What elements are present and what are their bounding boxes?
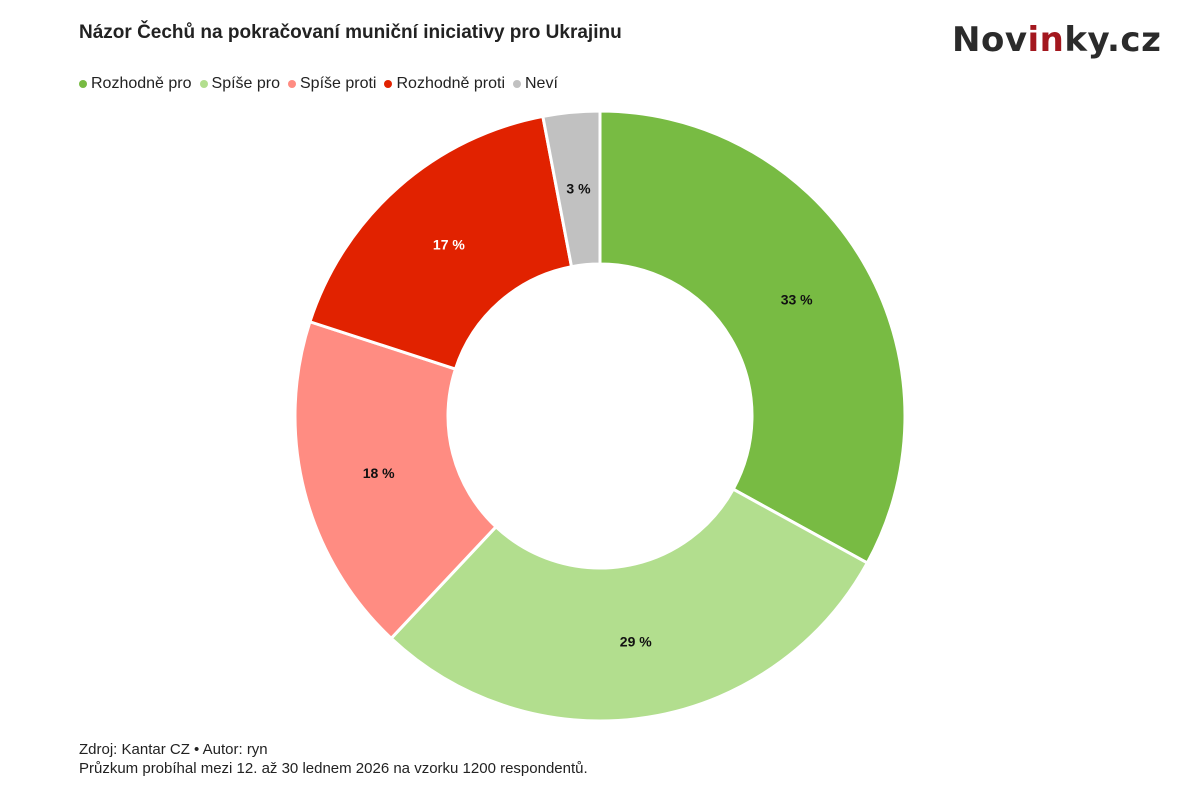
legend-dot-icon xyxy=(513,80,521,88)
source-text: Zdroj: Kantar CZ • Autor: ryn xyxy=(79,741,268,758)
legend-item[interactable]: Rozhodně proti xyxy=(384,75,505,93)
donut-slice[interactable] xyxy=(293,320,498,640)
legend-dot-icon xyxy=(384,80,393,88)
slice-data-label: 3 % xyxy=(566,181,591,197)
donut-slice[interactable] xyxy=(389,487,869,723)
legend-label: Spíše proti xyxy=(300,75,377,92)
legend-label: Spíše pro xyxy=(211,75,280,92)
legend-dot-icon xyxy=(288,80,296,88)
donut-slice[interactable] xyxy=(598,109,907,565)
logo-text-suffix: ky.cz xyxy=(1064,20,1162,60)
legend-dot-icon xyxy=(79,80,87,88)
legend-label: Rozhodně proti xyxy=(396,75,505,92)
logo-text: Nov xyxy=(952,20,1028,60)
slice-data-label: 33 % xyxy=(781,292,813,308)
legend-label: Neví xyxy=(525,75,558,92)
slice-data-label: 18 % xyxy=(363,465,395,481)
legend-label: Rozhodně pro xyxy=(91,75,192,92)
chart-title: Názor Čechů na pokračovaní muniční inici… xyxy=(79,22,622,43)
slice-data-label: 17 % xyxy=(433,237,465,253)
legend-item[interactable]: Spíše proti xyxy=(288,75,376,93)
legend-dot-icon xyxy=(199,80,208,88)
donut-slice[interactable] xyxy=(541,109,602,269)
footer: Zdroj: Kantar CZ • Autor: ryn Průzkum pr… xyxy=(79,740,588,778)
survey-note: Průzkum probíhal mezi 12. až 30 lednem 2… xyxy=(79,760,588,777)
slice-data-label: 29 % xyxy=(620,634,652,650)
logo-highlight: in xyxy=(1027,20,1065,60)
legend-item[interactable]: Neví xyxy=(513,75,558,93)
legend-item[interactable]: Rozhodně pro xyxy=(79,75,192,93)
donut-slice[interactable] xyxy=(308,114,574,371)
legend: Rozhodně pro Spíše pro Spíše proti Rozhodně… xyxy=(79,75,558,93)
novinky-logo: Novinky.cz xyxy=(952,20,1161,60)
legend-item[interactable]: Spíše pro xyxy=(199,75,280,93)
